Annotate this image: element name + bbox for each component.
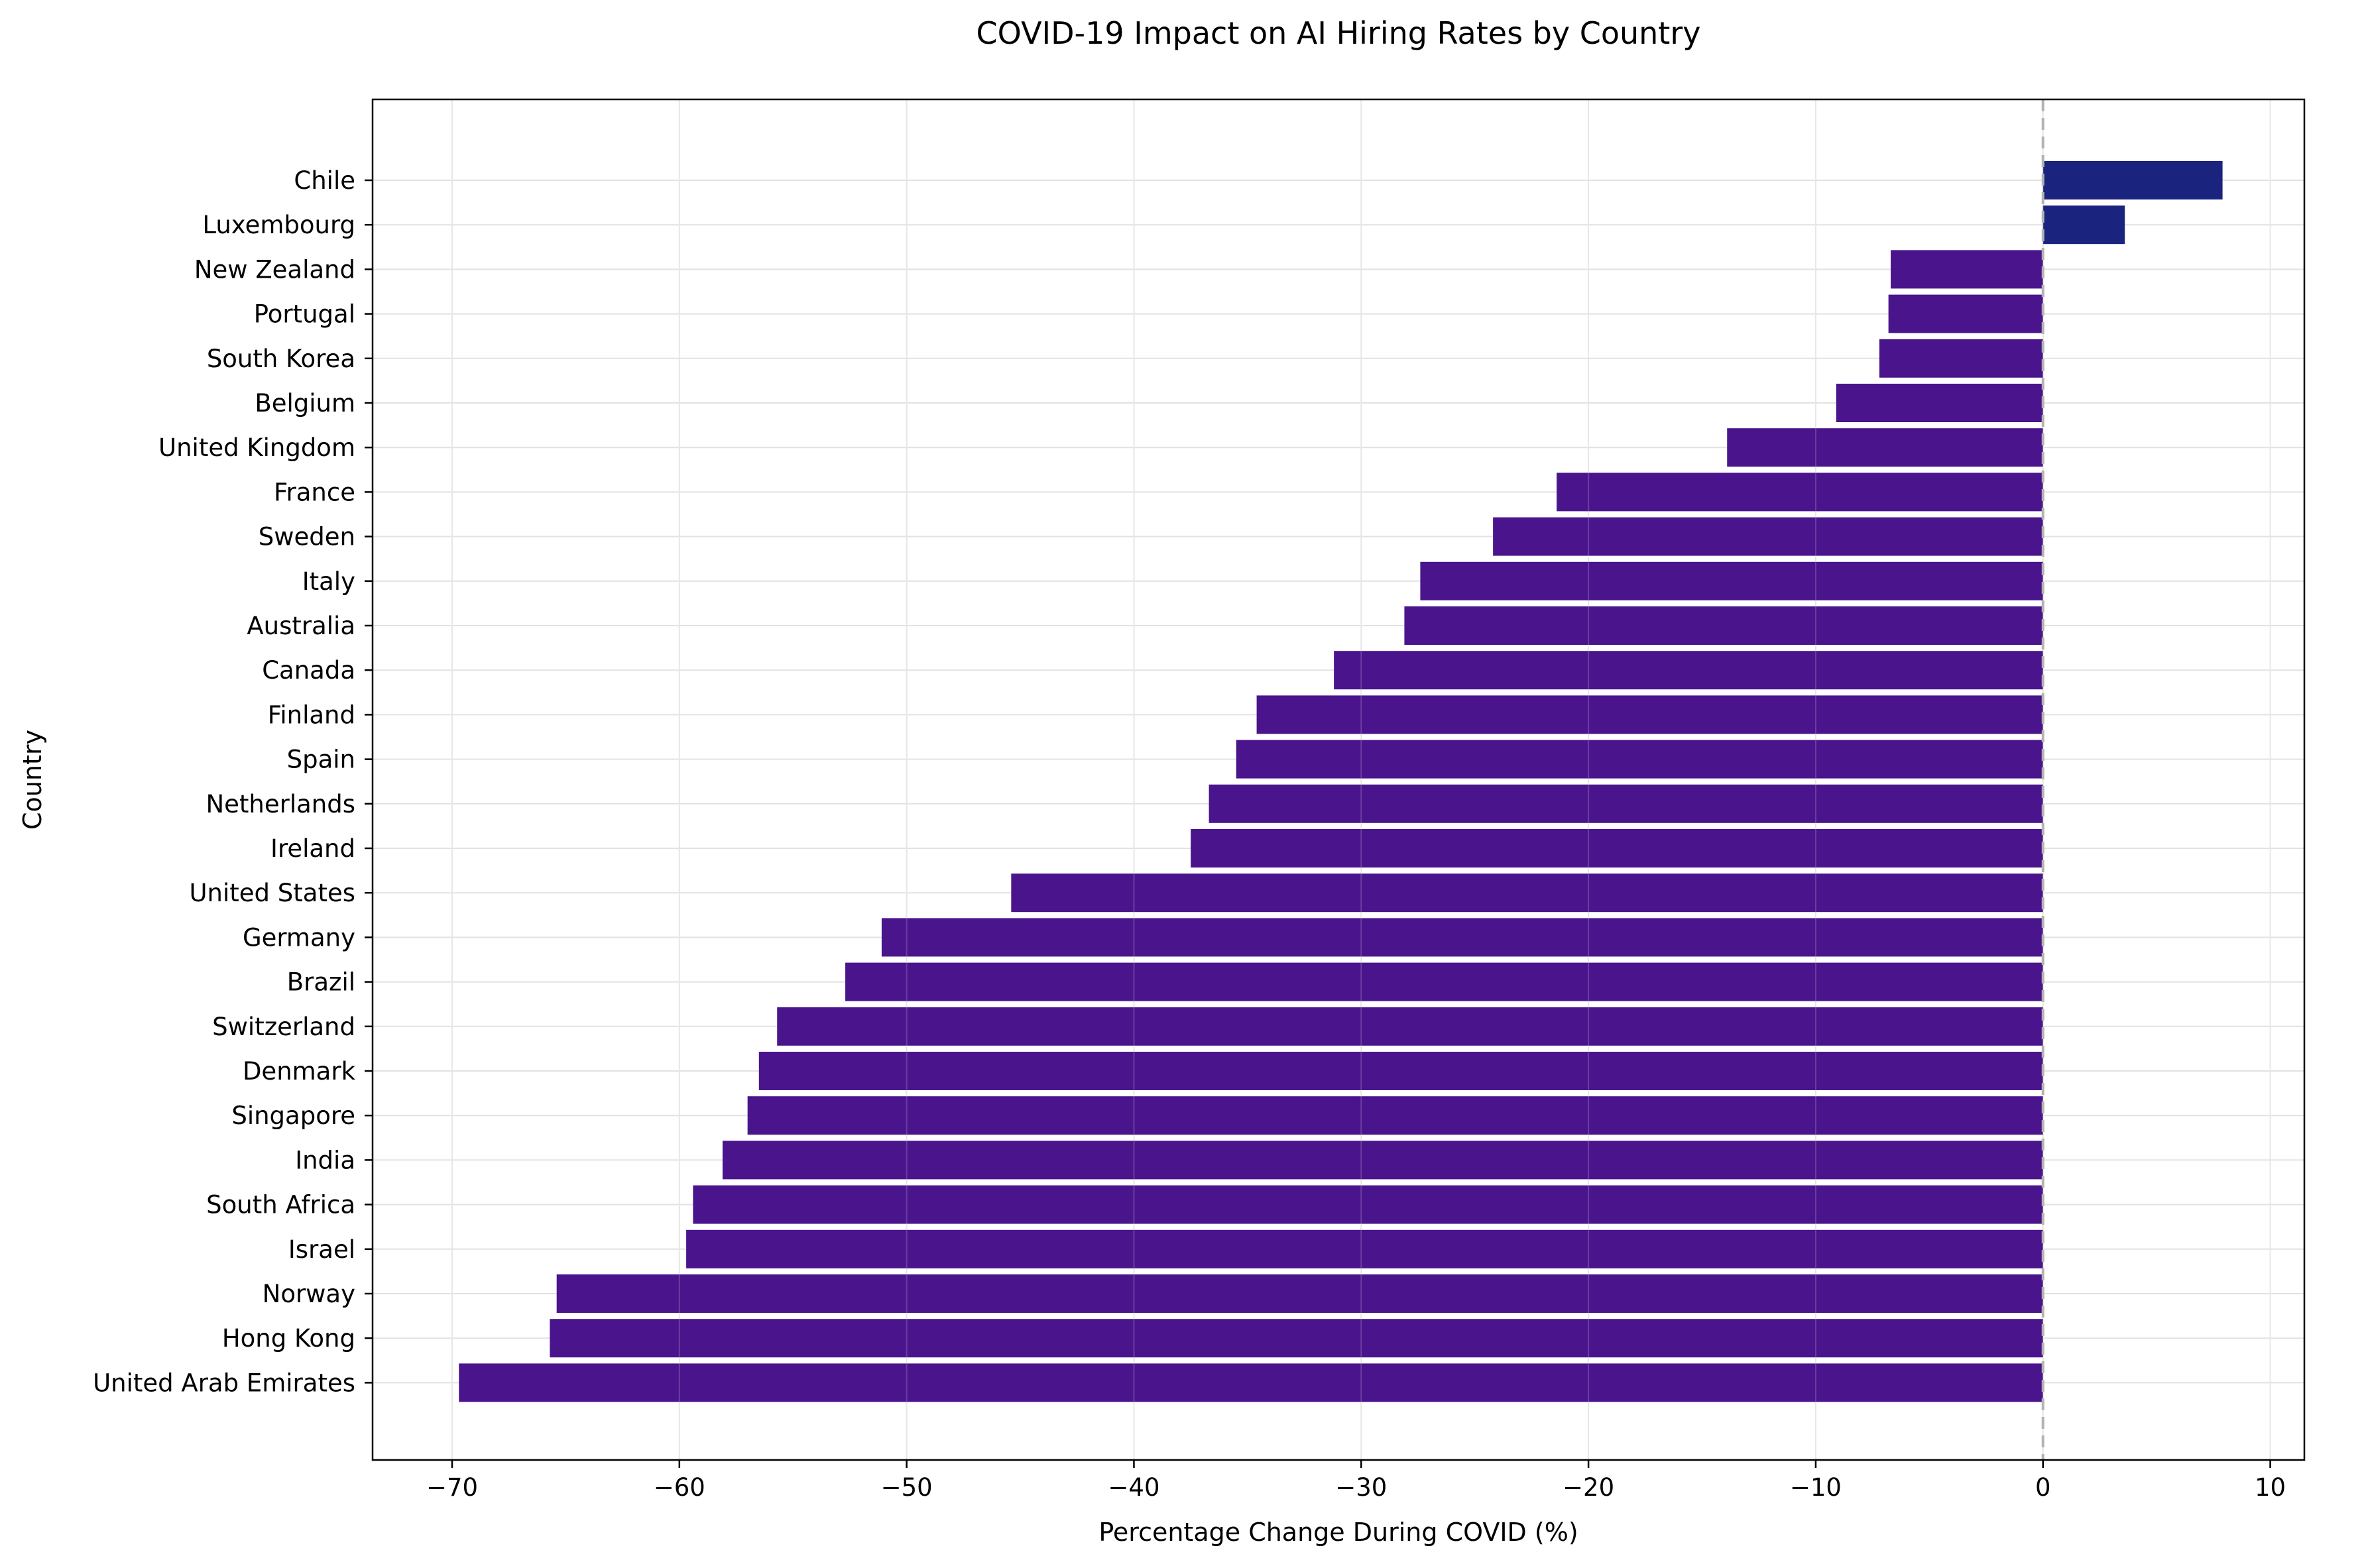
y-tick-label: Portugal <box>254 300 355 329</box>
y-tick-label: South Africa <box>206 1191 355 1219</box>
y-axis-ticks: Chile Luxembourg New Zealand Portugal South … <box>93 166 373 1397</box>
y-tick-label: United States <box>189 879 355 907</box>
x-tick-label: −70 <box>426 1473 478 1502</box>
bar-singapore <box>747 1096 2043 1135</box>
y-tick-label: Denmark <box>243 1057 356 1086</box>
y-tick-label: Chile <box>294 166 355 195</box>
y-tick-label: Sweden <box>259 523 355 551</box>
zero-line-group <box>451 99 2271 1460</box>
y-axis-label: Country <box>18 730 47 830</box>
bar-australia <box>1404 606 2043 645</box>
y-tick-label: Switzerland <box>212 1013 355 1041</box>
x-tick-label: 10 <box>2255 1473 2286 1502</box>
y-tick-label: United Kingdom <box>158 433 355 462</box>
bar-south-africa <box>693 1185 2043 1224</box>
bar-hong-kong <box>550 1319 2043 1358</box>
y-tick-label: New Zealand <box>194 255 355 284</box>
chart-title: COVID-19 Impact on AI Hiring Rates by Co… <box>976 15 1701 51</box>
bar-france <box>1557 473 2043 512</box>
bar-ireland <box>1191 829 2043 868</box>
y-tick-label: Netherlands <box>206 790 355 818</box>
bar-denmark <box>758 1052 2043 1090</box>
y-tick-label: Brazil <box>287 968 355 997</box>
y-tick-label: Germany <box>243 923 355 952</box>
y-tick-label: India <box>295 1146 355 1174</box>
y-tick-label: Ireland <box>270 834 355 863</box>
x-tick-label: −10 <box>1790 1473 1842 1502</box>
x-tick-label: −20 <box>1563 1473 1614 1502</box>
bar-south-korea <box>1879 339 2043 378</box>
bar-new-zealand <box>1891 250 2043 289</box>
bar-italy <box>1420 561 2043 600</box>
bar-luxembourg <box>2042 205 2125 245</box>
x-tick-label: −40 <box>1108 1473 1159 1502</box>
bars <box>459 161 2223 1402</box>
y-tick-label: Canada <box>262 656 355 685</box>
bar-united-arab-emirates <box>459 1363 2043 1402</box>
bar-chile <box>2042 161 2223 199</box>
x-tick-label: −50 <box>881 1473 933 1502</box>
bar-finland <box>1256 695 2043 734</box>
y-tick-label: Norway <box>263 1280 355 1308</box>
x-axis-ticks: −70 −60 −50 −40 −30 −20 −10 0 10 <box>426 1460 2286 1502</box>
x-tick-label: −60 <box>654 1473 705 1502</box>
bar-belgium <box>1836 384 2043 422</box>
y-tick-label: Israel <box>288 1235 355 1264</box>
bar-united-kingdom <box>1727 428 2043 467</box>
bar-united-states <box>1011 873 2043 913</box>
y-tick-label: France <box>274 478 355 506</box>
y-tick-label: Italy <box>302 567 355 596</box>
bar-spain <box>1236 740 2043 779</box>
y-tick-label: Singapore <box>231 1101 355 1130</box>
plot-frame <box>371 98 2306 1461</box>
y-tick-label: Belgium <box>255 389 355 418</box>
bar-switzerland <box>777 1007 2043 1046</box>
bar-israel <box>686 1229 2043 1268</box>
x-tick-label: 0 <box>2035 1473 2051 1502</box>
y-tick-label: South Korea <box>207 345 355 373</box>
bar-netherlands <box>1209 784 2043 823</box>
y-tick-label: Hong Kong <box>222 1324 355 1353</box>
bar-portugal <box>1888 294 2043 333</box>
bar-germany <box>881 918 2043 957</box>
y-tick-label: Finland <box>268 700 355 729</box>
bar-canada <box>1334 651 2043 690</box>
bar-brazil <box>845 962 2043 1001</box>
y-tick-label: United Arab Emirates <box>93 1369 355 1397</box>
bar-norway <box>556 1274 2043 1313</box>
y-tick-label: Luxembourg <box>202 211 355 239</box>
bar-sweden <box>1493 517 2043 556</box>
x-axis-label: Percentage Change During COVID (%) <box>1098 1518 1578 1547</box>
y-tick-label: Spain <box>287 746 355 774</box>
x-tick-label: −30 <box>1335 1473 1387 1502</box>
bar-india <box>722 1141 2043 1180</box>
y-tick-label: Australia <box>247 612 355 640</box>
